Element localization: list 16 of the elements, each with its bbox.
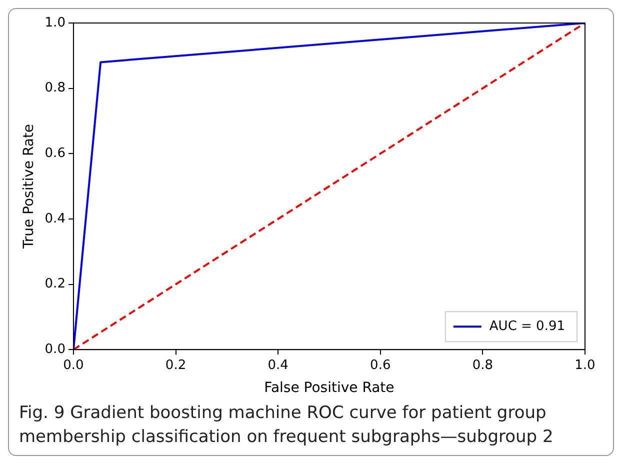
y-tick-label: 0.4 <box>44 211 66 226</box>
y-tick-label: 0.8 <box>44 80 66 96</box>
x-tick-label: 0.0 <box>63 358 84 373</box>
x-tick-label: 0.8 <box>472 358 494 373</box>
caption: Fig. 9 Gradient boosting machine ROC curve for patient group membership classification on frequent subgraphs—subgroup 2 <box>18 402 554 449</box>
y-tick-label: 0.0 <box>44 342 66 357</box>
y-tick-label: 0.2 <box>44 276 66 292</box>
y-axis-title: True Positive Rate <box>21 124 38 250</box>
x-tick-label: 0.4 <box>268 358 288 373</box>
x-tick-label: 0.2 <box>165 358 186 373</box>
y-tick-label: 1.0 <box>44 15 66 30</box>
x-axis-title: False Positive Rate <box>264 380 394 396</box>
x-tick-label: 1.0 <box>574 358 596 373</box>
legend-label: AUC = 0.91 <box>489 318 566 334</box>
x-tick-label: 0.6 <box>370 358 391 373</box>
y-tick-label: 0.6 <box>44 146 66 162</box>
